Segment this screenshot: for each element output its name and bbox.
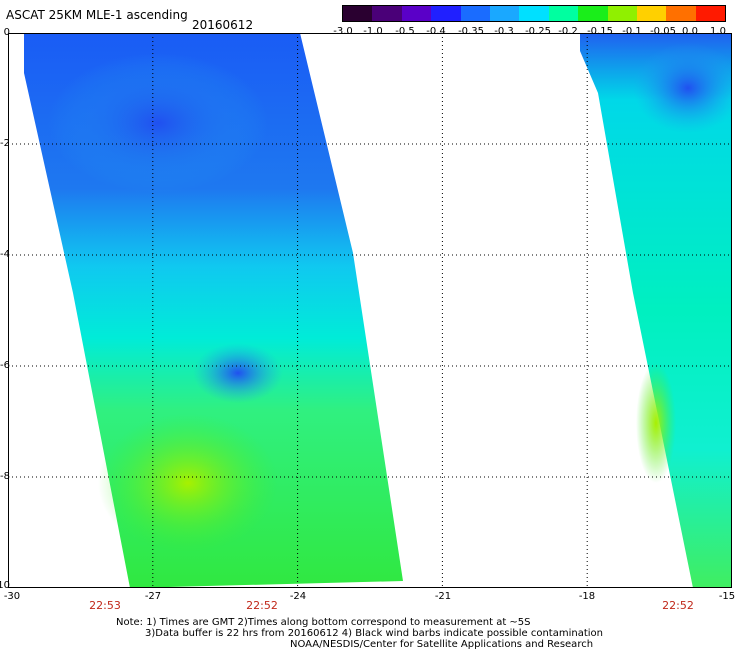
colorbar <box>342 5 726 22</box>
map-date: 20160612 <box>192 18 254 32</box>
colorbar-label: -0.2 <box>558 26 578 37</box>
colorbar-swatch <box>548 6 579 21</box>
colorbar-label: -1.0 <box>363 26 383 37</box>
colorbar-swatch <box>519 6 549 21</box>
colorbar-swatch <box>431 6 461 21</box>
y-tick-label: -8 <box>0 471 10 482</box>
wind-anomaly-low <box>48 53 268 193</box>
x-tick-label: -15 <box>718 591 736 602</box>
colorbar-swatch <box>666 6 696 21</box>
map-grid <box>8 33 732 588</box>
colorbar-swatch <box>489 6 520 21</box>
map-frame <box>8 33 732 588</box>
y-tick-label: -4 <box>0 249 10 260</box>
colorbar-label: -0.4 <box>426 26 446 37</box>
map-title: ASCAT 25KM MLE-1 ascending <box>6 8 188 22</box>
colorbar-label: -0.3 <box>494 26 514 37</box>
footnote-line: 3)Data buffer is 22 hrs from 20160612 4)… <box>145 628 603 639</box>
colorbar-label: -0.1 <box>622 26 642 37</box>
colorbar-label: -0.25 <box>525 26 551 37</box>
satellite-swath-right <box>580 33 732 588</box>
colorbar-label: -0.05 <box>650 26 676 37</box>
x-tick-label: -18 <box>578 591 596 602</box>
y-tick-label: -2 <box>0 138 10 149</box>
colorbar-swatch <box>636 6 667 21</box>
x-tick-label: -21 <box>434 591 452 602</box>
colorbar-label: -0.15 <box>587 26 613 37</box>
x-tick-label: -27 <box>144 591 162 602</box>
pass-time: 22:52 <box>662 599 694 612</box>
wind-anomaly-low <box>193 343 283 403</box>
colorbar-label: 1.0 <box>710 26 726 37</box>
colorbar-swatch <box>607 6 637 21</box>
x-tick-label: -24 <box>289 591 307 602</box>
pass-time: 22:52 <box>246 599 278 612</box>
y-tick-label: -6 <box>0 360 10 371</box>
colorbar-swatch <box>695 6 726 21</box>
pass-time: 22:53 <box>89 599 121 612</box>
colorbar-swatch <box>578 6 608 21</box>
footnote-line: Note: 1) Times are GMT 2)Times along bot… <box>116 617 531 628</box>
wind-anomaly-low <box>633 43 732 133</box>
x-tick-label: -30 <box>3 591 21 602</box>
colorbar-label: -0.35 <box>458 26 484 37</box>
y-tick-label: 0 <box>3 27 10 38</box>
y-tick-label: -10 <box>0 580 10 591</box>
colorbar-swatch <box>343 6 373 21</box>
wind-anomaly-high <box>636 363 676 483</box>
colorbar-swatch <box>401 6 432 21</box>
colorbar-swatch <box>372 6 402 21</box>
colorbar-label: 0.0 <box>682 26 698 37</box>
wind-anomaly-high <box>98 413 278 553</box>
credit-line: NOAA/NESDIS/Center for Satellite Applica… <box>290 639 594 650</box>
map-plot <box>8 33 732 588</box>
colorbar-swatch <box>460 6 490 21</box>
colorbar-label: -3.0 <box>333 26 353 37</box>
colorbar-label: -0.5 <box>395 26 415 37</box>
